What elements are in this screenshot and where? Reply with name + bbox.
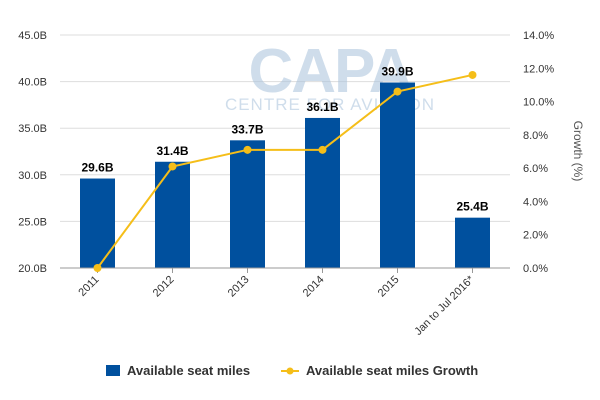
growth-line [96,73,473,269]
growth-point [168,162,177,171]
growth-point [468,70,477,79]
right-axis-tick-label: 4.0% [523,196,548,208]
bar [380,82,415,268]
bar [80,178,115,268]
growth-point [93,264,102,272]
right-axis-tick-label: 0.0% [523,263,548,275]
left-axis-tick-label: 20.0B [18,263,47,275]
data-labels: 29.6B 31.4B 33.7B 36.1B 39.9B 25.4B [81,65,488,214]
x-axis-category-label: 2011 [76,274,101,299]
x-axis-category-label: 2013 [226,274,252,300]
right-axis-title: Growth (%) [571,121,585,182]
bar [230,140,265,268]
line-series [93,70,477,272]
x-axis-category-label: 2014 [301,274,327,300]
left-axis-tick-label: 40.0B [18,77,47,89]
bar-data-label: 31.4B [156,144,188,158]
bar-data-label: 33.7B [231,122,263,136]
growth-point [393,87,402,96]
right-axis-tick-label: 10.0% [523,97,554,109]
grid-lines [60,34,510,222]
left-axis-tick-label: 45.0B [18,30,47,42]
x-axis-category-label: Jan to Jul 2016* [412,273,477,338]
legend-line-label: Available seat miles Growth [306,363,478,378]
left-axis-tick-label: 30.0B [18,170,47,182]
bar-data-label: 39.9B [381,65,413,79]
right-axis-tick-label: 2.0% [523,230,548,242]
bar-data-label: 36.1B [306,100,338,114]
legend: Available seat miles Available seat mile… [106,363,478,378]
legend-line-marker [286,367,294,375]
bar [455,217,490,268]
x-axis-category-label: 2015 [376,274,402,300]
legend-bar-swatch [106,365,120,376]
legend-item-bars: Available seat miles [106,363,250,378]
bar [155,161,190,268]
x-axis-category-label: 2012 [151,274,177,300]
right-axis-tick-label: 6.0% [523,163,548,175]
bar-data-label: 25.4B [456,200,488,214]
left-axis-tick-label: 25.0B [18,216,47,228]
left-axis-tick-label: 35.0B [18,123,47,135]
growth-point [243,145,252,154]
right-axis-tick-label: 12.0% [523,63,554,75]
bar [305,117,340,268]
legend-bar-label: Available seat miles [127,363,250,378]
right-axis-tick-label: 8.0% [523,130,548,142]
growth-point [318,145,327,154]
right-axis-tick-label: 14.0% [523,30,554,42]
bar-data-label: 29.6B [81,161,113,175]
legend-item-line: Available seat miles Growth [281,363,478,378]
